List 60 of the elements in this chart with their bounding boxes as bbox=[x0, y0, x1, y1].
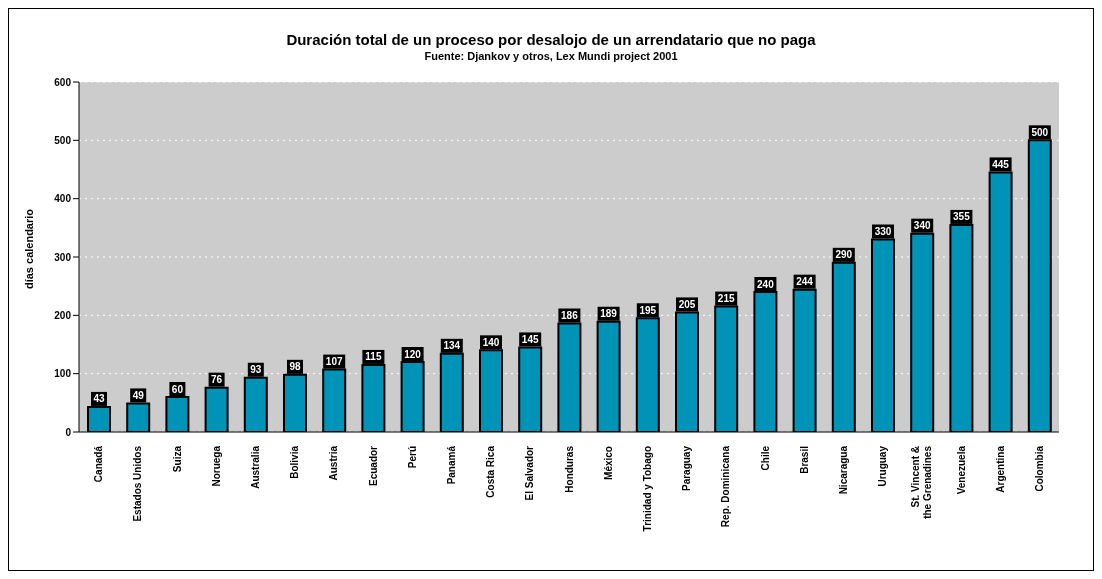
x-tick-label: Bolivia bbox=[289, 445, 301, 479]
x-tick-label: Suiza bbox=[171, 445, 183, 473]
x-tick-label: México bbox=[602, 446, 614, 480]
x-tick-label: Chile bbox=[759, 445, 771, 471]
x-tick-label: Uruguay bbox=[877, 445, 889, 487]
y-tick-label: 100 bbox=[54, 368, 72, 380]
y-tick-label: 400 bbox=[54, 193, 72, 205]
data-label: 98 bbox=[289, 361, 301, 373]
data-label: 140 bbox=[482, 336, 500, 348]
y-tick-label: 0 bbox=[65, 426, 72, 438]
chart-title: Duración total de un proceso por desalojo de un arrendatario que no paga bbox=[285, 31, 817, 48]
x-tick-label: Argentina bbox=[994, 445, 1006, 493]
data-label: 215 bbox=[717, 293, 735, 305]
data-label: 107 bbox=[325, 356, 343, 368]
x-tick-label: Costa Rica bbox=[485, 445, 497, 498]
data-label: 134 bbox=[443, 340, 461, 352]
x-tick-label: Trinidad y Tobago bbox=[641, 446, 653, 532]
x-tick-label: Honduras bbox=[563, 445, 575, 493]
x-tick-label: Colombia bbox=[1033, 445, 1045, 492]
data-label: 330 bbox=[874, 226, 892, 237]
data-label: 240 bbox=[757, 278, 775, 290]
data-label: 186 bbox=[561, 310, 579, 321]
data-label: 205 bbox=[678, 298, 696, 310]
x-tick-label: Nicaragua bbox=[837, 445, 849, 495]
data-label: 43 bbox=[93, 393, 105, 405]
x-tick-label: Panamá bbox=[445, 445, 457, 485]
y-axis-title: días calendario bbox=[23, 207, 35, 292]
x-tick-label: Austria bbox=[328, 445, 340, 481]
y-tick-label: 300 bbox=[54, 251, 72, 263]
y-tick-label: 200 bbox=[54, 309, 72, 321]
x-tick-label: Paraguay bbox=[681, 445, 693, 492]
data-label: 60 bbox=[171, 383, 184, 395]
chart-subtitle: Fuente: Djankov y otros, Lex Mundi project 2001 bbox=[423, 50, 679, 62]
x-tick-label: Estados Unidos bbox=[132, 445, 144, 522]
data-label: 49 bbox=[132, 389, 145, 401]
data-label: 244 bbox=[796, 276, 814, 288]
x-tick-label: St. Vincent & the Grenadines bbox=[910, 445, 934, 519]
x-tick-label: Australia bbox=[249, 445, 261, 489]
data-label: 76 bbox=[211, 374, 223, 386]
data-label: 500 bbox=[1031, 126, 1049, 138]
x-tick-label: Ecuador bbox=[367, 445, 379, 487]
data-label: 195 bbox=[639, 304, 657, 316]
data-label: 93 bbox=[250, 364, 262, 376]
x-tick-label: Canadá bbox=[93, 445, 105, 483]
data-label: 290 bbox=[835, 249, 853, 261]
data-label: 189 bbox=[600, 308, 618, 320]
data-label: 355 bbox=[953, 211, 971, 223]
data-label: 115 bbox=[365, 351, 382, 363]
x-tick-label: Perú bbox=[406, 446, 418, 469]
x-tick-label: Rep. Dominicana bbox=[720, 445, 732, 528]
x-tick-label: Noruega bbox=[210, 445, 222, 487]
data-label: 445 bbox=[992, 158, 1010, 170]
x-tick-label: El Salvador bbox=[524, 445, 536, 501]
data-label: 340 bbox=[913, 220, 931, 232]
x-tick-label: Venezuela bbox=[955, 445, 967, 495]
x-tick-label: Brasil bbox=[798, 445, 810, 474]
y-tick-label: 500 bbox=[54, 134, 72, 146]
y-tick-label: 600 bbox=[54, 76, 72, 88]
data-label: 120 bbox=[404, 348, 422, 360]
data-label: 145 bbox=[521, 333, 539, 345]
